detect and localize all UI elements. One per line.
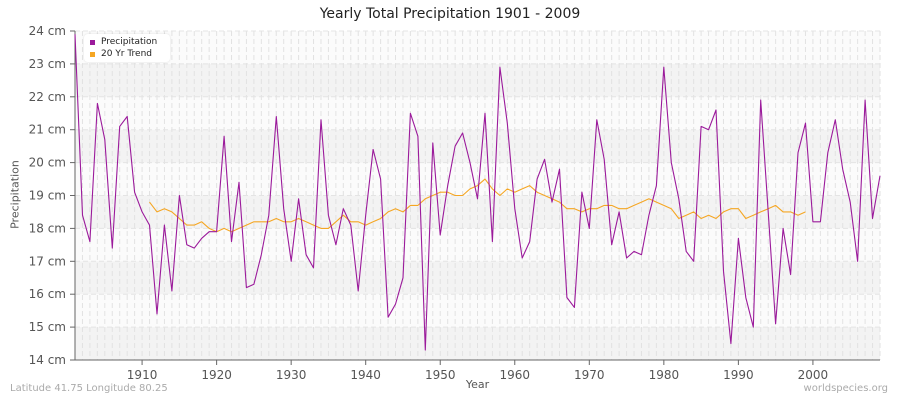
svg-text:1960: 1960 [499,368,530,382]
legend: Precipitation 20 Yr Trend [84,34,170,62]
svg-text:20 cm: 20 cm [29,156,66,170]
svg-text:1980: 1980 [649,368,680,382]
svg-text:1970: 1970 [574,368,605,382]
svg-text:1920: 1920 [201,368,232,382]
svg-text:1910: 1910 [127,368,158,382]
precipitation-swatch-icon [90,39,95,45]
svg-text:24 cm: 24 cm [29,24,66,38]
y-axis-label: Precipitation [8,160,22,229]
legend-item-precipitation: Precipitation [90,36,157,48]
trend-swatch-icon [90,51,95,57]
legend-label: Precipitation [101,37,158,47]
svg-text:15 cm: 15 cm [29,320,66,334]
svg-text:1940: 1940 [350,368,381,382]
svg-text:21 cm: 21 cm [29,123,66,137]
svg-text:17 cm: 17 cm [29,254,66,268]
location-caption: Latitude 41.75 Longitude 80.25 [10,383,168,394]
svg-text:19 cm: 19 cm [29,189,66,203]
svg-text:23 cm: 23 cm [29,57,66,71]
chart-title: Yearly Total Precipitation 1901 - 2009 [319,6,581,22]
legend-item-trend: 20 Yr Trend [90,48,152,60]
legend-label: 20 Yr Trend [101,49,153,59]
svg-text:18 cm: 18 cm [29,221,66,235]
source-caption: worldspecies.org [803,383,888,394]
precipitation-line [74,34,881,351]
svg-text:2000: 2000 [798,368,829,382]
x-axis-label: Year [465,378,490,391]
svg-text:1930: 1930 [276,368,307,382]
svg-text:14 cm: 14 cm [29,353,66,367]
svg-text:16 cm: 16 cm [29,287,66,301]
svg-text:1990: 1990 [723,368,754,382]
svg-text:1950: 1950 [425,368,456,382]
svg-text:22 cm: 22 cm [29,90,66,104]
